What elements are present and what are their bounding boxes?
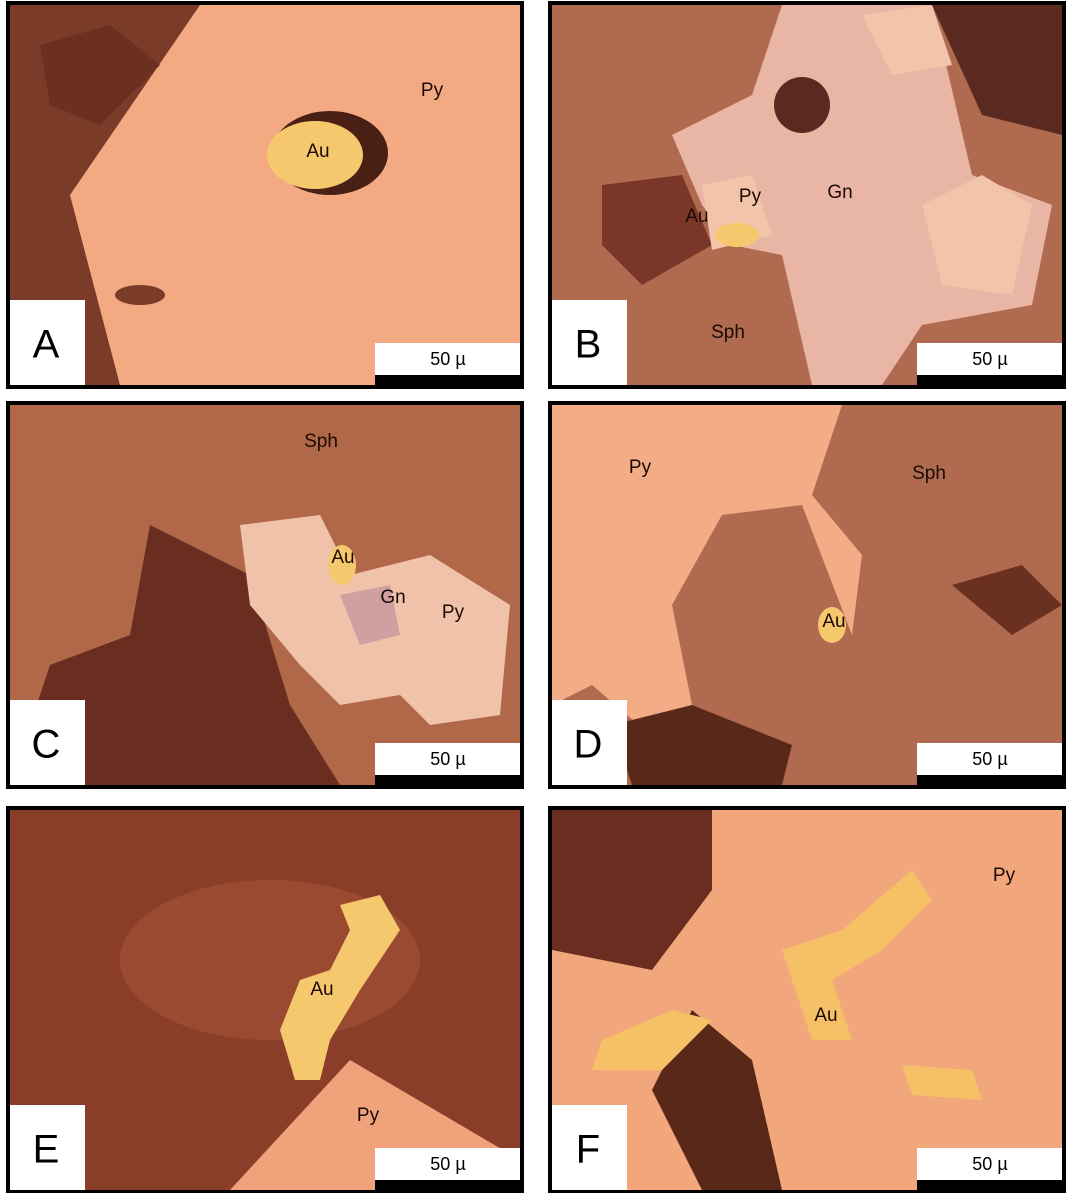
panel-letter: F: [576, 1128, 600, 1172]
scale-label: 50 µ: [972, 349, 1007, 369]
mineral-grain: [774, 77, 830, 133]
mineral-label: Sph: [711, 322, 745, 343]
mineral-label: Py: [739, 186, 762, 207]
mineral-label: Py: [421, 80, 444, 101]
scale-bar: [917, 775, 1062, 785]
mineral-label: Py: [442, 602, 465, 623]
mineral-label: Au: [822, 611, 845, 632]
photo-panel: Sph Au Gn Py C 50 µ: [8, 403, 522, 787]
mineral-label: Au: [310, 979, 333, 1000]
mineral-label: Py: [993, 865, 1016, 886]
mineral-grain: [715, 223, 759, 247]
mineral-label: Sph: [304, 431, 338, 452]
mineral-grain: [115, 285, 165, 305]
scale-bar: [375, 775, 520, 785]
scale-bar: [375, 375, 520, 385]
scale-bar: [917, 1180, 1062, 1190]
mineral-label: Au: [685, 206, 708, 227]
scale-label: 50 µ: [430, 1154, 465, 1174]
micrograph: [552, 5, 1062, 385]
mineral-label: Py: [357, 1105, 380, 1126]
mineral-grain: [902, 1065, 982, 1100]
panel-letter: A: [33, 323, 60, 367]
scale-label: 50 µ: [972, 749, 1007, 769]
photo-panel: Py Gn Au Sph B 50 µ: [550, 3, 1064, 387]
photo-panel: Py Au F 50 µ: [550, 808, 1064, 1192]
scale-label: 50 µ: [430, 349, 465, 369]
photo-panel: Au Py A 50 µ: [8, 3, 522, 387]
micrograph: [10, 405, 520, 785]
figure: AuPyA50 µPyGnAuSphB50 µSphAuGnPyC50 µPyS…: [0, 0, 1070, 1193]
mineral-label: Au: [331, 547, 354, 568]
mineral-label: Au: [814, 1005, 837, 1026]
panel-letter: C: [32, 723, 61, 767]
scale-label: 50 µ: [430, 749, 465, 769]
mineral-label: Gn: [827, 182, 852, 203]
scale-bar: [375, 1180, 520, 1190]
photo-panel: Au Py E 50 µ: [8, 808, 522, 1192]
panel-letter: D: [574, 723, 603, 767]
mineral-label: Sph: [912, 463, 946, 484]
scale-bar: [917, 375, 1062, 385]
mineral-label: Au: [306, 141, 329, 162]
micrograph: [552, 810, 1062, 1190]
micrograph: [10, 5, 520, 385]
mineral-label: Gn: [380, 587, 405, 608]
panel-letter: E: [33, 1128, 60, 1172]
micrograph: [10, 810, 520, 1190]
panel-letter: B: [575, 323, 602, 367]
photo-panel: Py Sph Au D 50 µ: [550, 403, 1064, 787]
scale-label: 50 µ: [972, 1154, 1007, 1174]
mineral-label: Py: [629, 457, 652, 478]
